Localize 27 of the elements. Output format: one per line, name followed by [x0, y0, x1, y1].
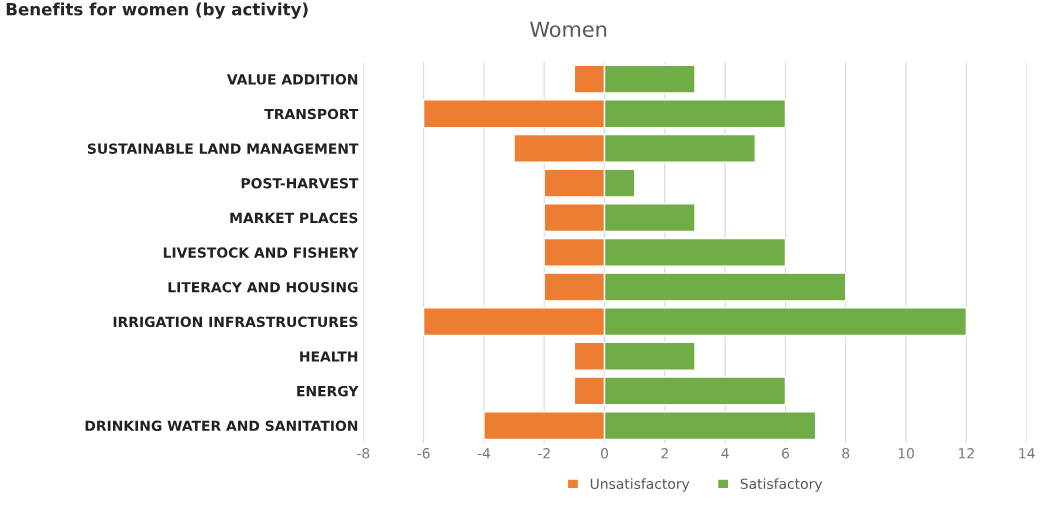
chart-subtitle: Women: [530, 21, 607, 38]
y-tick-label: HEALTH: [300, 351, 358, 362]
x-tick-label: -6: [417, 448, 430, 459]
y-tick-label: IRRIGATION INFRASTRUCTURES: [113, 316, 358, 328]
x-tick-label: 0: [601, 448, 609, 459]
x-tick-label: 14: [1019, 448, 1035, 459]
x-tick-label: -4: [477, 448, 491, 459]
y-tick-label: VALUE ADDITION: [226, 74, 358, 85]
text: Benefits for women (by activity): [6, 2, 308, 19]
y-tick-label: LIVESTOCK AND FISHERY: [163, 247, 359, 258]
y-tick-label: TRANSPORT: [264, 108, 359, 120]
y-tick-label: ENERGY: [297, 385, 359, 397]
x-tick-label: -2: [537, 448, 550, 459]
x-tick-label: -8: [357, 448, 370, 459]
legend-label: Satisfactory: [740, 478, 823, 492]
x-tick-label: 4: [721, 448, 729, 459]
y-tick-label: POST-HARVEST: [241, 178, 359, 189]
x-tick-label: 10: [898, 448, 914, 459]
legend-label: Unsatisfactory: [590, 478, 690, 492]
y-tick-label: SUSTAINABLE LAND MANAGEMENT: [87, 143, 359, 154]
x-tick-label: 12: [959, 448, 974, 459]
x-tick-label: 6: [781, 448, 789, 459]
x-tick-label: 8: [842, 448, 850, 459]
y-tick-label: MARKET PLACES: [230, 212, 358, 224]
y-tick-label: LITERACY AND HOUSING: [168, 281, 358, 293]
y-tick-label: DRINKING WATER AND SANITATION: [85, 420, 358, 432]
x-tick-label: 2: [661, 448, 668, 459]
